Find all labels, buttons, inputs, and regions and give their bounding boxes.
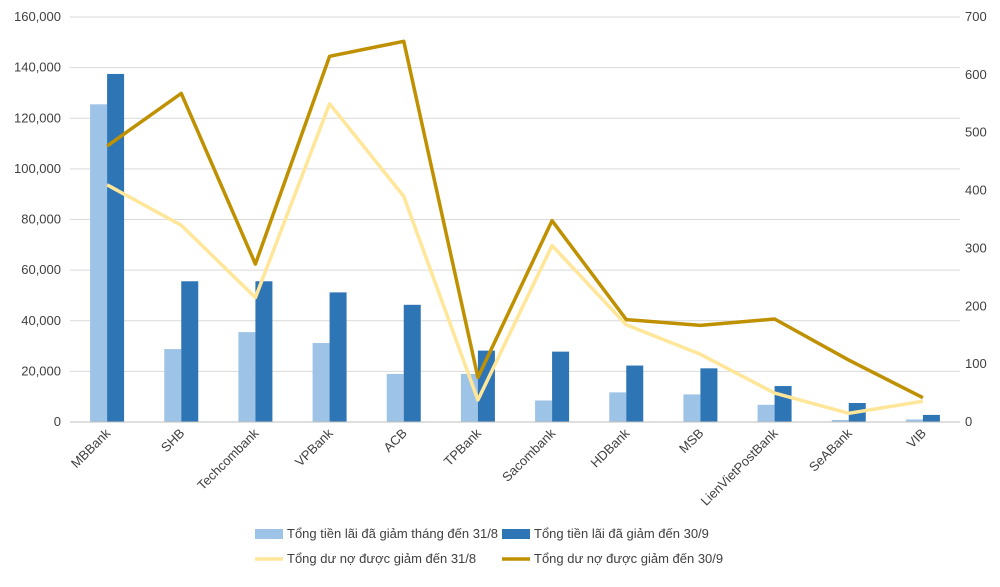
legend-label: Tổng dư nợ được giảm đến 31/8 [287,551,476,566]
right-tick-label: 400 [965,183,987,198]
right-tick-label: 200 [965,298,987,313]
left-tick-label: 20,000 [21,363,61,378]
bar [922,414,940,422]
category-label: Techcombank [194,425,262,493]
legend-label: Tổng tiền lãi đã giảm đến 30/9 [534,526,709,541]
category-label: SeABank [806,425,855,474]
right-tick-label: 300 [965,240,987,255]
left-tick-label: 0 [54,414,61,429]
category-label: TPBank [441,425,485,469]
bar [238,332,256,422]
category-label: MSB [676,426,707,457]
category-label: VIB [904,426,929,451]
bar [774,386,792,422]
right-axis-ticks: 0 100 200 300 400 500 600 700 [965,9,987,429]
left-tick-label: 160,000 [14,9,61,24]
bar [164,349,182,422]
category-label: LienVietPostBank [698,425,781,508]
left-tick-label: 120,000 [14,110,61,125]
category-label: Sacombank [499,425,559,485]
left-tick-label: 80,000 [21,212,61,227]
bars [90,73,940,422]
bar [535,400,553,422]
bar [255,281,273,422]
bar [552,351,570,422]
bar [609,392,627,422]
bar [831,419,849,422]
category-label: HDBank [588,425,633,470]
legend: Tổng tiền lãi đã giảm tháng đến 31/8 Tổng… [255,526,723,566]
category-labels: MBBank SHB Techcombank VPBank ACB TPBank Sacom… [68,425,929,508]
category-label: SHB [158,426,188,456]
gridlines [70,16,960,372]
legend-swatch [502,529,530,539]
bar [90,104,108,422]
category-label: VPBank [292,425,336,469]
bar [683,394,701,422]
bar [626,365,644,422]
series-line [106,39,924,400]
bar [312,343,330,422]
left-tick-label: 60,000 [21,262,61,277]
legend-label: Tổng tiền lãi đã giảm tháng đến 31/8 [287,526,498,541]
right-tick-label: 700 [965,9,987,24]
series-lines [106,39,924,416]
bar [757,404,775,422]
series-line [106,102,924,416]
left-axis-ticks: 0 20,000 40,000 60,000 80,000 100,000 120,000 1… [14,9,61,429]
bar [905,419,923,422]
right-tick-label: 0 [965,414,972,429]
bar [386,373,404,422]
left-tick-label: 140,000 [14,60,61,75]
right-tick-label: 600 [965,67,987,82]
left-tick-label: 100,000 [14,161,61,176]
bar [181,281,199,422]
category-label: MBBank [68,425,114,471]
bar [107,73,125,422]
right-tick-label: 100 [965,356,987,371]
category-label: ACB [380,426,410,456]
bar [700,368,718,422]
left-tick-label: 40,000 [21,313,61,328]
legend-swatch [255,529,283,539]
bar [403,304,421,422]
legend-label: Tổng dư nợ được giảm đến 30/9 [534,551,723,566]
bar [329,292,347,422]
right-tick-label: 500 [965,125,987,140]
